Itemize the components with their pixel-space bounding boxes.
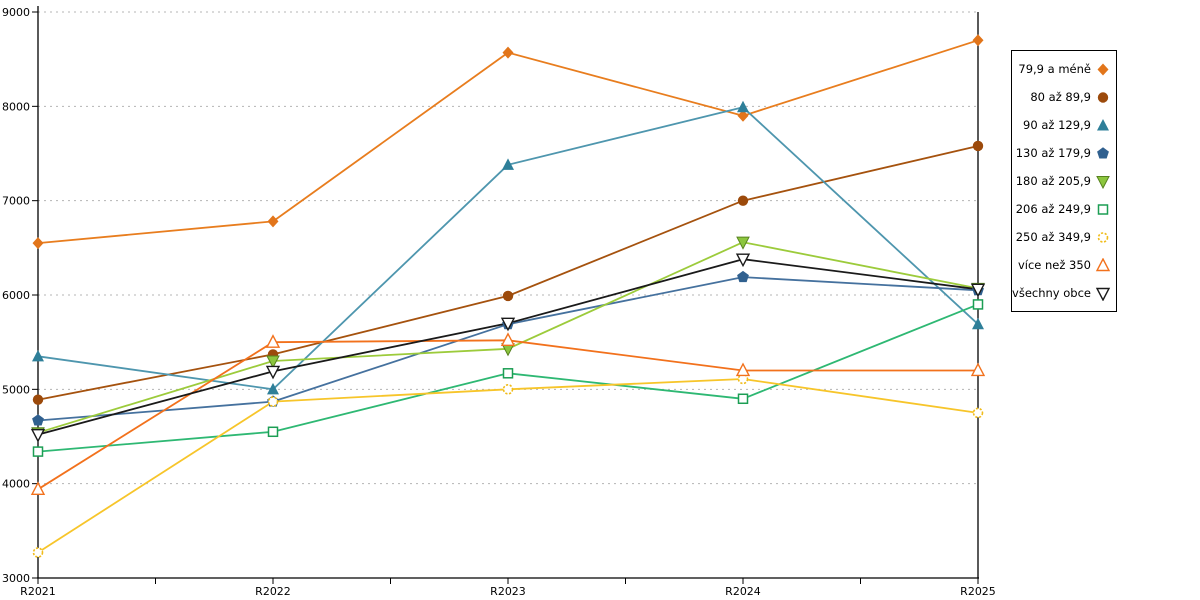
data-point-marker — [32, 237, 44, 250]
data-point-marker — [970, 362, 986, 377]
legend-item: 180 až 205,9 — [1014, 174, 1111, 189]
legend-item: 90 až 129,9 — [1014, 118, 1111, 133]
data-point-marker — [737, 195, 749, 206]
data-point-marker — [502, 158, 514, 170]
x-axis-label: R2025 — [960, 585, 996, 598]
data-point-marker — [32, 547, 44, 558]
series-line-6 — [37, 378, 979, 554]
triangle-down-filled-icon — [1096, 175, 1110, 189]
legend-label: 80 až 89,9 — [1030, 90, 1091, 104]
data-point-marker — [32, 414, 44, 426]
series-line-0 — [37, 39, 979, 245]
legend-label: 130 až 179,9 — [1015, 146, 1091, 160]
data-point-marker — [737, 100, 749, 113]
legend-item: všechny obce — [1012, 286, 1111, 301]
data-point-marker — [972, 407, 984, 419]
data-point-marker — [502, 368, 514, 379]
legend-item: více než 350 — [1014, 257, 1111, 273]
x-axis-label: R2023 — [490, 585, 526, 598]
data-point-marker — [735, 362, 751, 377]
data-point-marker — [32, 349, 44, 362]
data-point-marker — [972, 317, 984, 330]
data-point-marker — [972, 299, 984, 310]
data-point-marker — [1095, 287, 1111, 301]
data-point-marker — [266, 355, 280, 369]
data-point-marker — [1097, 63, 1109, 75]
triangle-down-open-icon — [1095, 287, 1111, 301]
x-axis-label: R2024 — [725, 585, 761, 598]
data-point-marker — [736, 236, 750, 250]
data-point-marker — [1097, 91, 1109, 103]
data-point-marker — [500, 317, 516, 332]
data-point-marker — [502, 46, 514, 59]
data-point-marker — [1095, 257, 1111, 271]
legend-item: 206 až 249,9 — [1014, 202, 1111, 217]
y-axis-label: 5000 — [2, 383, 30, 396]
square-open-icon — [1097, 203, 1109, 215]
data-point-marker — [737, 393, 749, 405]
data-point-marker — [1096, 175, 1110, 189]
data-point-marker — [1097, 203, 1109, 215]
circle-open-dashed-icon — [1097, 231, 1109, 243]
data-point-marker — [1097, 118, 1109, 130]
data-point-marker — [267, 396, 279, 407]
data-point-marker — [737, 270, 749, 283]
legend-label: 90 až 129,9 — [1023, 118, 1091, 132]
data-point-marker — [502, 384, 514, 395]
data-point-marker — [267, 382, 279, 395]
data-point-marker — [970, 283, 986, 298]
triangle-up-open-icon — [1095, 257, 1111, 271]
data-point-marker — [265, 334, 281, 348]
data-point-marker — [500, 332, 516, 346]
legend-item: 80 až 89,9 — [1014, 90, 1111, 105]
y-axis-label: 3000 — [2, 572, 30, 585]
legend-label: 250 až 349,9 — [1015, 230, 1091, 244]
pentagon-filled-icon — [1097, 146, 1109, 159]
data-point-marker — [502, 290, 514, 302]
diamond-filled-icon — [1097, 63, 1109, 75]
data-point-marker — [30, 428, 46, 443]
data-point-marker — [267, 426, 279, 438]
legend-label: 79,9 a méně — [1018, 62, 1091, 76]
legend-item: 79,9 a méně — [1014, 62, 1111, 77]
data-point-marker — [737, 109, 749, 122]
y-axis-label: 4000 — [2, 478, 30, 491]
series-line-7 — [37, 339, 979, 491]
legend-item: 130 až 179,9 — [1014, 146, 1111, 161]
legend-label: více než 350 — [1017, 258, 1091, 272]
x-axis-label: R2022 — [255, 585, 291, 598]
data-point-marker — [267, 215, 279, 228]
legend: 79,9 a méně 80 až 89,9 90 až 129,9 130 až 1… — [1011, 50, 1117, 312]
data-point-marker — [30, 481, 46, 496]
legend-label: 180 až 205,9 — [1015, 174, 1091, 188]
triangle-up-filled-icon — [1097, 118, 1109, 130]
legend-item: 250 až 349,9 — [1014, 230, 1111, 245]
data-point-marker — [32, 394, 44, 405]
legend-label: všechny obce — [1012, 286, 1091, 300]
data-point-marker — [1097, 231, 1109, 243]
data-point-marker — [972, 34, 984, 47]
data-point-marker — [32, 446, 44, 457]
y-axis-label: 6000 — [2, 289, 30, 302]
legend-label: 206 až 249,9 — [1015, 202, 1091, 216]
y-axis-label: 7000 — [2, 195, 30, 208]
circle-filled-icon — [1097, 91, 1109, 103]
y-axis-label: 9000 — [2, 6, 30, 19]
data-point-marker — [972, 140, 984, 152]
data-point-marker — [265, 365, 281, 380]
data-point-marker — [735, 253, 751, 268]
data-point-marker — [1097, 146, 1109, 159]
y-axis-label: 8000 — [2, 100, 30, 113]
x-axis-label: R2021 — [20, 585, 56, 598]
